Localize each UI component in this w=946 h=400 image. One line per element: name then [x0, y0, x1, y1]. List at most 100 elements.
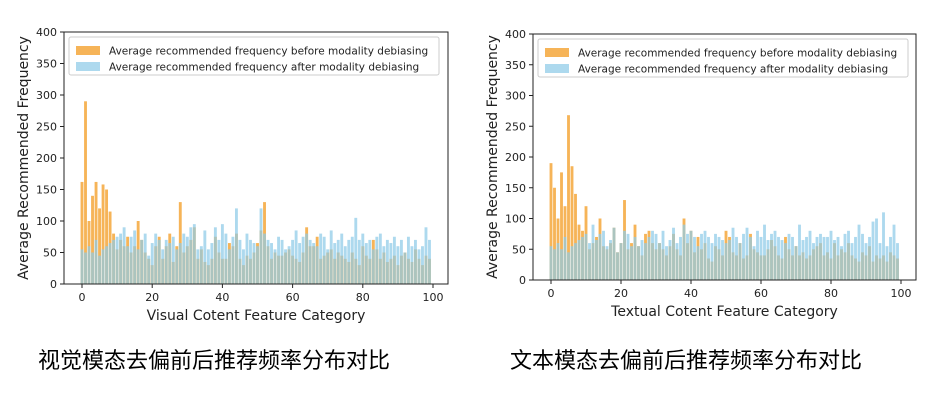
bar-after-27 — [175, 249, 179, 284]
legend-swatch-before — [76, 46, 100, 55]
bar-after-58 — [284, 249, 288, 284]
bar-after-4 — [94, 239, 98, 284]
bar-after-19 — [616, 252, 619, 280]
bar-after-59 — [756, 230, 759, 280]
bar-after-5 — [98, 255, 101, 284]
bar-after-69 — [322, 236, 326, 284]
bar-after-67 — [315, 246, 319, 284]
bar-after-31 — [658, 243, 661, 280]
bar-after-70 — [794, 246, 798, 280]
bar-after-84 — [843, 233, 847, 281]
legend-label-before: Average recommended frequency before mod… — [578, 48, 897, 60]
bar-after-66 — [312, 243, 316, 284]
bar-after-96 — [417, 249, 421, 284]
bar-after-28 — [178, 243, 182, 284]
chart-0: 0 50 100 150 200 250 300 350 400 0 20 40 60 80 100 Visu… — [16, 26, 449, 324]
bar-after-48 — [717, 236, 721, 280]
bar-after-54 — [738, 243, 742, 280]
bar-after-42 — [227, 249, 231, 284]
bar-after-17 — [140, 239, 144, 284]
ytick-label-100: 100 — [505, 213, 526, 226]
bar-after-91 — [868, 236, 871, 280]
bar-after-15 — [602, 230, 605, 280]
bar-after-25 — [637, 246, 640, 280]
legend-label-after: Average recommended frequency after moda… — [578, 64, 888, 76]
bar-after-35 — [672, 227, 675, 280]
bar-after-7 — [105, 246, 109, 284]
bar-after-45 — [707, 236, 710, 280]
bar-after-53 — [266, 239, 270, 284]
bar-after-32 — [192, 224, 196, 284]
bar-after-71 — [329, 230, 333, 284]
bar-after-29 — [651, 230, 654, 280]
bar-after-73 — [805, 236, 808, 280]
bar-after-0 — [80, 249, 84, 284]
ytick-label-0: 0 — [50, 278, 57, 291]
bar-after-2 — [87, 246, 91, 284]
bar-after-49 — [721, 240, 724, 280]
bar-after-65 — [777, 236, 780, 280]
bar-after-68 — [319, 233, 323, 284]
bar-after-60 — [291, 239, 295, 284]
bar-after-72 — [801, 240, 805, 280]
bar-after-50 — [256, 246, 259, 284]
bar-after-67 — [784, 243, 787, 280]
chart-1: 0 50 100 150 200 250 300 350 400 0 20 40 60 80 100 Text… — [485, 28, 917, 320]
bar-after-42 — [696, 246, 700, 280]
ytick-label-250: 250 — [36, 121, 57, 134]
bar-after-89 — [392, 236, 396, 284]
bar-after-32 — [661, 230, 665, 280]
ytick-label-0: 0 — [519, 274, 526, 287]
bar-after-33 — [665, 246, 668, 280]
bar-after-18 — [612, 227, 616, 280]
bar-after-70 — [326, 249, 330, 284]
bar-after-26 — [640, 240, 644, 280]
series-after — [80, 208, 431, 284]
bar-after-97 — [889, 236, 892, 280]
bar-after-8 — [577, 240, 581, 280]
caption-visual: 视觉模态去偏前后推荐频率分布对比 — [38, 349, 391, 374]
ytick-label-50: 50 — [512, 243, 526, 256]
bar-after-36 — [206, 249, 210, 284]
bar-after-58 — [752, 246, 756, 280]
legend-label-after: Average recommended frequency after moda… — [109, 62, 419, 74]
ytick-label-150: 150 — [36, 184, 57, 197]
xtick-label-80: 80 — [356, 291, 370, 304]
bar-after-45 — [238, 239, 242, 284]
bar-before-6 — [101, 184, 105, 284]
y-axis-label: Average Recommended Frequency — [485, 35, 501, 279]
bar-after-3 — [91, 252, 94, 284]
legend: Average recommended frequency before mod… — [537, 38, 909, 78]
bar-after-78 — [822, 236, 826, 280]
bar-after-75 — [812, 243, 815, 280]
bar-after-2 — [556, 243, 560, 280]
series-before — [80, 101, 431, 284]
bar-after-39 — [217, 239, 221, 284]
bar-after-44 — [703, 230, 707, 280]
ytick-label-250: 250 — [505, 120, 526, 133]
bar-before-0 — [80, 181, 84, 284]
bar-after-79 — [826, 236, 829, 280]
bar-after-71 — [798, 224, 801, 280]
legend-label-before: Average recommended frequency before mod… — [109, 46, 428, 58]
bar-after-34 — [668, 240, 672, 280]
x-axis-label: Textual Cotent Feature Category — [610, 304, 838, 320]
bar-after-11 — [119, 233, 123, 284]
bar-after-19 — [147, 255, 151, 284]
bar-after-24 — [633, 236, 637, 280]
bar-after-55 — [742, 233, 745, 281]
legend-swatch-before — [545, 48, 569, 57]
bar-after-84 — [375, 236, 379, 284]
bar-before-4 — [94, 181, 98, 284]
bar-after-29 — [182, 233, 186, 284]
bar-after-40 — [220, 224, 224, 284]
bar-after-1 — [553, 249, 556, 280]
bar-after-43 — [700, 233, 703, 281]
ytick-label-400: 400 — [36, 26, 57, 39]
bar-after-39 — [686, 233, 689, 281]
bar-after-16 — [605, 246, 609, 280]
bar-after-23 — [630, 246, 633, 280]
bar-after-54 — [270, 243, 273, 284]
bar-after-10 — [115, 236, 119, 284]
